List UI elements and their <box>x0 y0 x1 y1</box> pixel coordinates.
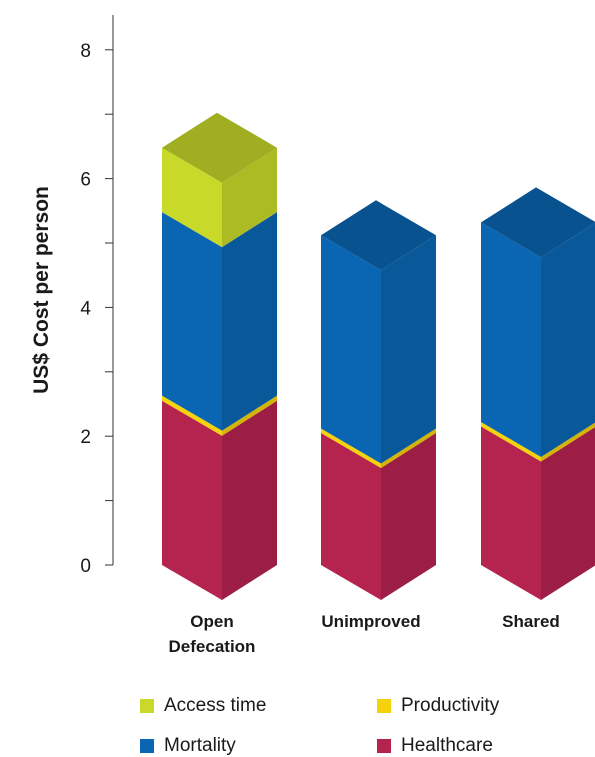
bar-group <box>162 112 277 600</box>
y-axis-label: US$ Cost per person <box>30 186 53 394</box>
bars <box>162 112 595 600</box>
legend-item-productivity: Productivity <box>377 695 499 717</box>
bar-segment-front <box>321 432 381 600</box>
bar-segment-side <box>222 400 277 600</box>
bar-segment-side <box>381 432 436 600</box>
y-tick-label: 6 <box>80 170 91 191</box>
x-category-label: Open Defecation <box>169 612 256 656</box>
bar-segment-side <box>541 422 595 462</box>
bar-top-face <box>321 200 436 271</box>
bar-segment-front <box>481 222 541 458</box>
y-tick-label: 0 <box>80 556 91 577</box>
bar-segment-side <box>222 147 277 248</box>
bar-segment-front <box>162 212 222 431</box>
bar-segment-side <box>222 212 277 431</box>
bar-segment-front <box>481 426 541 600</box>
x-category-label: Shared <box>502 612 560 631</box>
bar-segment-side <box>541 427 595 600</box>
legend-label-healthcare: Healthcare <box>401 735 493 756</box>
legend-item-access-time: Access time <box>140 695 266 717</box>
bar-group <box>321 200 436 600</box>
bar-segment-front <box>162 395 222 436</box>
bar-segment-front <box>321 428 381 468</box>
bar-segment-front <box>162 147 222 248</box>
legend-label-productivity: Productivity <box>401 695 500 716</box>
bar-segment-side <box>381 428 436 468</box>
legend-swatch-productivity <box>377 699 391 713</box>
bar-group <box>481 187 595 600</box>
bar-segment-front <box>481 422 541 462</box>
y-axis: 0 2 4 6 8 <box>80 15 114 577</box>
legend-label-access-time: Access time <box>164 695 267 716</box>
bar-top-face <box>162 112 277 183</box>
legend-label-mortality: Mortality <box>164 735 236 756</box>
x-category-label: Unimproved <box>321 612 420 631</box>
y-tick-label: 8 <box>80 41 91 62</box>
bar-segment-side <box>541 223 595 458</box>
legend-item-healthcare: Healthcare <box>377 735 493 757</box>
legend-swatch-access-time <box>140 699 154 713</box>
legend-swatch-healthcare <box>377 739 391 753</box>
y-tick-label: 4 <box>80 298 91 319</box>
bar-segment-front <box>321 235 381 464</box>
y-tick-label: 2 <box>80 427 91 448</box>
bar-segment-side <box>222 395 277 436</box>
legend-item-mortality: Mortality <box>140 735 236 757</box>
bar-top-face <box>481 187 595 258</box>
bar-segment-front <box>162 400 222 600</box>
legend: Access time Productivity Mortality Healt… <box>140 695 580 757</box>
category-labels: Open Defecation Unimproved Shared <box>169 612 560 656</box>
bar-segment-side <box>381 235 436 464</box>
legend-swatch-mortality <box>140 739 154 753</box>
